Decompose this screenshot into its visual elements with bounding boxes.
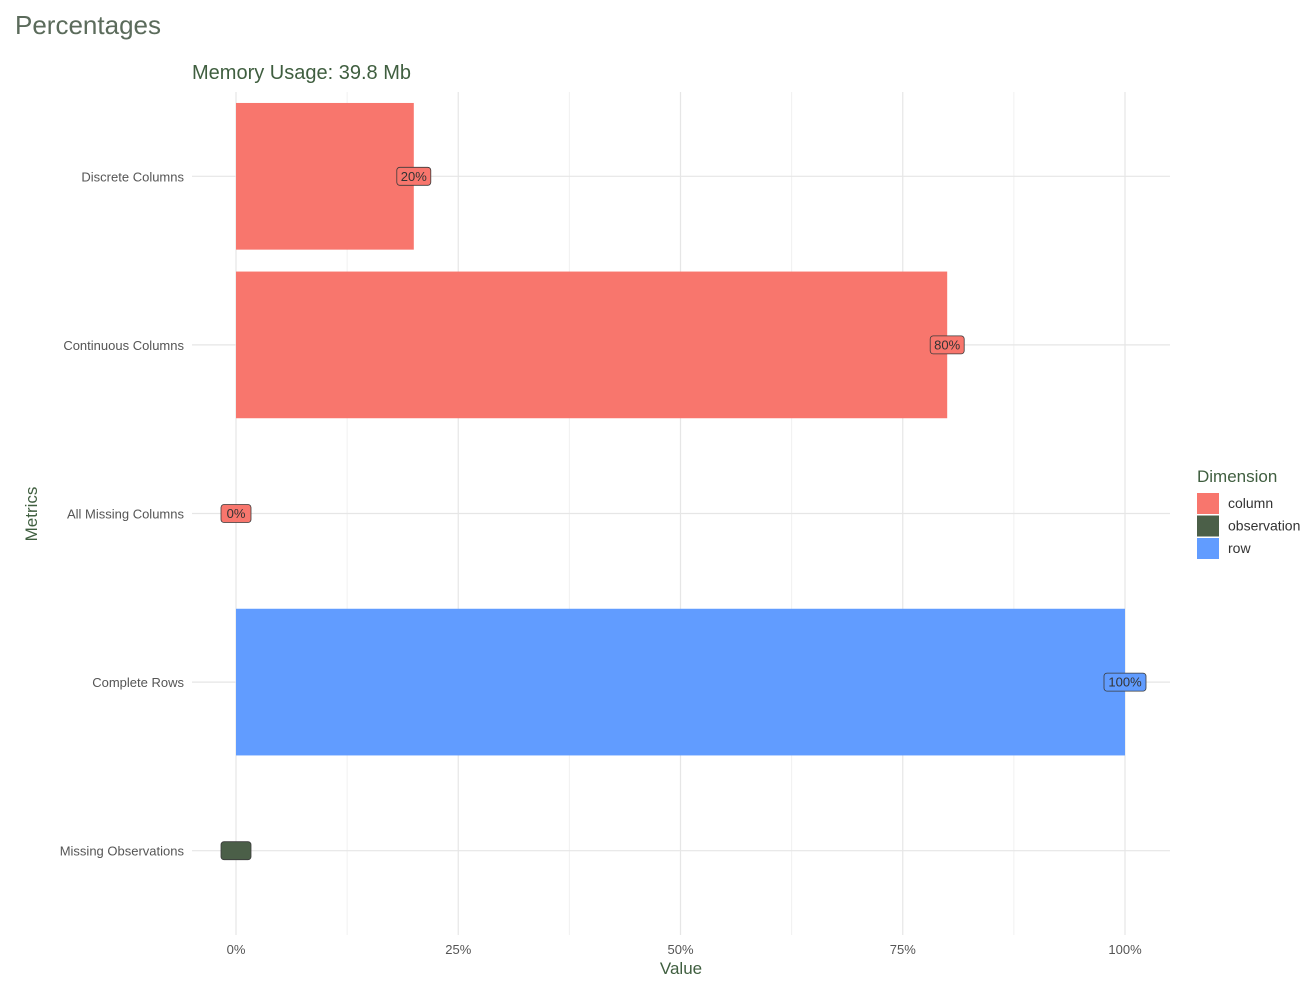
- data-label-box: [396, 166, 432, 186]
- legend-label: row: [1228, 540, 1251, 556]
- y-tick-label: Continuous Columns: [63, 338, 184, 353]
- y-tick-label: All Missing Columns: [67, 507, 185, 522]
- x-tick-label: 75%: [890, 942, 916, 957]
- x-tick-label: 25%: [445, 942, 471, 957]
- x-tick-label: 0%: [227, 942, 246, 957]
- bar: [236, 102, 414, 250]
- data-label-box: [1103, 672, 1147, 692]
- bars: [236, 102, 1125, 756]
- x-axis-ticks: 0% 25% 50% 75% 100%: [227, 942, 1142, 957]
- data-label: 20%: [401, 169, 427, 184]
- page-title: Percentages: [15, 10, 161, 40]
- legend-title: Dimension: [1197, 467, 1277, 486]
- data-label-box: [220, 504, 252, 523]
- legend-label: column: [1228, 495, 1273, 511]
- data-label: 80%: [934, 337, 960, 352]
- legend-swatch: [1197, 515, 1219, 537]
- chart-title: Memory Usage: 39.8 Mb: [192, 62, 411, 84]
- data-label: 100%: [1108, 675, 1142, 690]
- legend-label: observation: [1228, 518, 1300, 534]
- y-tick-label: Complete Rows: [92, 675, 184, 690]
- y-axis-ticks: Discrete Columns Continuous Columns All Mi…: [60, 169, 185, 858]
- legend-swatch: [1197, 538, 1219, 559]
- x-tick-label: 50%: [667, 942, 693, 957]
- y-axis-title: Metrics: [22, 487, 41, 542]
- data-label: 0%: [227, 506, 246, 521]
- legend-swatch: [1197, 493, 1219, 514]
- x-tick-label: 100%: [1108, 942, 1142, 957]
- bar: [236, 271, 948, 419]
- data-label-box: [929, 335, 965, 355]
- legend: Dimension column observation row: [1197, 467, 1300, 559]
- bar: [236, 608, 1125, 756]
- y-tick-label: Missing Observations: [60, 844, 185, 859]
- x-axis-title: Value: [660, 959, 702, 978]
- data-label-box: [220, 841, 252, 861]
- data-labels: 20% 80% 0% 100%: [220, 166, 1147, 861]
- y-tick-label: Discrete Columns: [81, 169, 184, 184]
